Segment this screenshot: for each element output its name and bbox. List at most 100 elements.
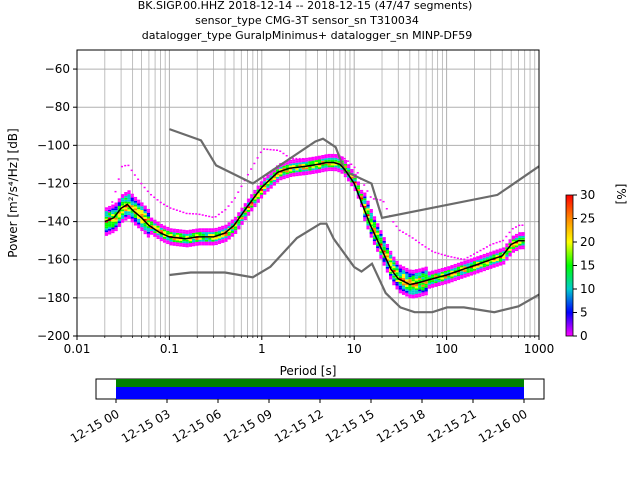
colorbar-tick-label: 10 xyxy=(580,282,595,296)
psd-cell xyxy=(408,275,412,278)
psd-cell xyxy=(476,261,480,264)
psd-cell xyxy=(395,278,399,280)
psd-cell xyxy=(414,271,419,273)
psd-outlier-cell xyxy=(156,199,159,201)
psd-cell xyxy=(133,202,138,205)
psd-cell xyxy=(447,275,451,278)
psd-cell xyxy=(440,269,444,272)
psd-cell xyxy=(405,275,409,278)
psd-cell xyxy=(159,237,163,240)
psd-cell xyxy=(117,225,121,227)
psd-cell xyxy=(253,197,257,200)
psd-cell xyxy=(108,205,112,208)
psd-cell xyxy=(463,271,467,274)
psd-cell xyxy=(288,159,293,162)
psd-cell xyxy=(227,235,231,238)
psd-cell xyxy=(182,243,186,246)
psd-cell xyxy=(411,292,415,295)
psd-cell xyxy=(256,193,260,196)
psd-cell xyxy=(162,227,167,230)
psd-cell xyxy=(324,156,328,159)
psd-cell xyxy=(518,234,522,237)
psd-cell xyxy=(153,223,157,226)
psd-cell xyxy=(114,219,118,222)
psd-cell xyxy=(298,162,302,165)
psd-cell xyxy=(511,239,515,242)
psd-cell xyxy=(130,201,134,204)
psd-cell xyxy=(117,223,121,226)
coverage-bar-secondary xyxy=(116,379,524,387)
psd-cell xyxy=(502,247,506,250)
psd-cell xyxy=(466,263,470,266)
psd-cell xyxy=(356,191,360,193)
psd-cell xyxy=(272,170,276,173)
psd-cell xyxy=(230,232,235,235)
psd-cell xyxy=(230,234,235,237)
psd-cell xyxy=(411,269,415,272)
psd-outlier-cell xyxy=(518,224,521,227)
psd-outlier-cell xyxy=(259,151,262,154)
psd-cell xyxy=(366,210,370,213)
psd-cell xyxy=(476,260,480,262)
psd-cell xyxy=(363,219,367,222)
psd-cell xyxy=(198,232,202,234)
grid-lines xyxy=(77,50,539,336)
psd-cell xyxy=(275,174,280,177)
psd-cell xyxy=(411,275,415,278)
psd-cell xyxy=(124,201,128,204)
psd-cell xyxy=(146,231,151,234)
psd-cell xyxy=(150,221,154,224)
psd-cell xyxy=(511,245,515,248)
psd-outlier-cell xyxy=(453,256,456,259)
psd-cell xyxy=(120,216,125,219)
psd-cell xyxy=(385,245,390,248)
psd-cell xyxy=(188,244,193,247)
psd-cell xyxy=(124,209,128,212)
psd-cell xyxy=(401,281,406,284)
psd-cell xyxy=(127,213,131,216)
psd-cell xyxy=(498,263,503,266)
psd-outlier-cell xyxy=(204,214,207,217)
psd-cell xyxy=(421,273,425,276)
psd-cell xyxy=(140,211,144,214)
psd-cell xyxy=(508,246,512,249)
psd-cell xyxy=(321,160,325,163)
psd-cell xyxy=(104,207,109,210)
psd-cell xyxy=(240,209,244,212)
psd-cell xyxy=(317,161,322,164)
psd-cell xyxy=(156,237,160,240)
psd-outlier-cell xyxy=(431,250,434,252)
psd-cell xyxy=(405,271,409,274)
psd-cell xyxy=(175,244,180,247)
psd-cell xyxy=(327,159,331,162)
psd-cell xyxy=(379,241,383,244)
psd-cell xyxy=(285,170,289,173)
psd-cell xyxy=(347,166,351,169)
psd-cell xyxy=(104,213,109,215)
psd-cell xyxy=(343,165,348,168)
psd-cell xyxy=(208,233,212,236)
psd-outlier-cell xyxy=(418,241,421,244)
psd-cell xyxy=(398,276,402,279)
psd-cell xyxy=(140,202,144,205)
psd-cell xyxy=(259,196,264,199)
psd-cell xyxy=(492,252,496,255)
psd-outlier-cell xyxy=(314,157,317,160)
psd-cell xyxy=(195,238,199,241)
psd-cell xyxy=(498,261,503,264)
psd-cell xyxy=(104,228,109,231)
psd-outlier-cell xyxy=(166,205,169,207)
psd-cell xyxy=(414,293,419,296)
psd-cell xyxy=(211,239,215,242)
psd-cell xyxy=(482,259,486,262)
psd-cell xyxy=(195,241,199,244)
psd-cell xyxy=(347,179,351,182)
psd-cell xyxy=(324,160,328,162)
psd-cell xyxy=(395,283,399,286)
psd-cell xyxy=(324,167,328,170)
psd-cell xyxy=(246,213,251,216)
psd-cell xyxy=(288,173,293,176)
psd-cell xyxy=(334,159,338,162)
psd-cell xyxy=(137,207,141,210)
psd-cell xyxy=(347,164,351,167)
